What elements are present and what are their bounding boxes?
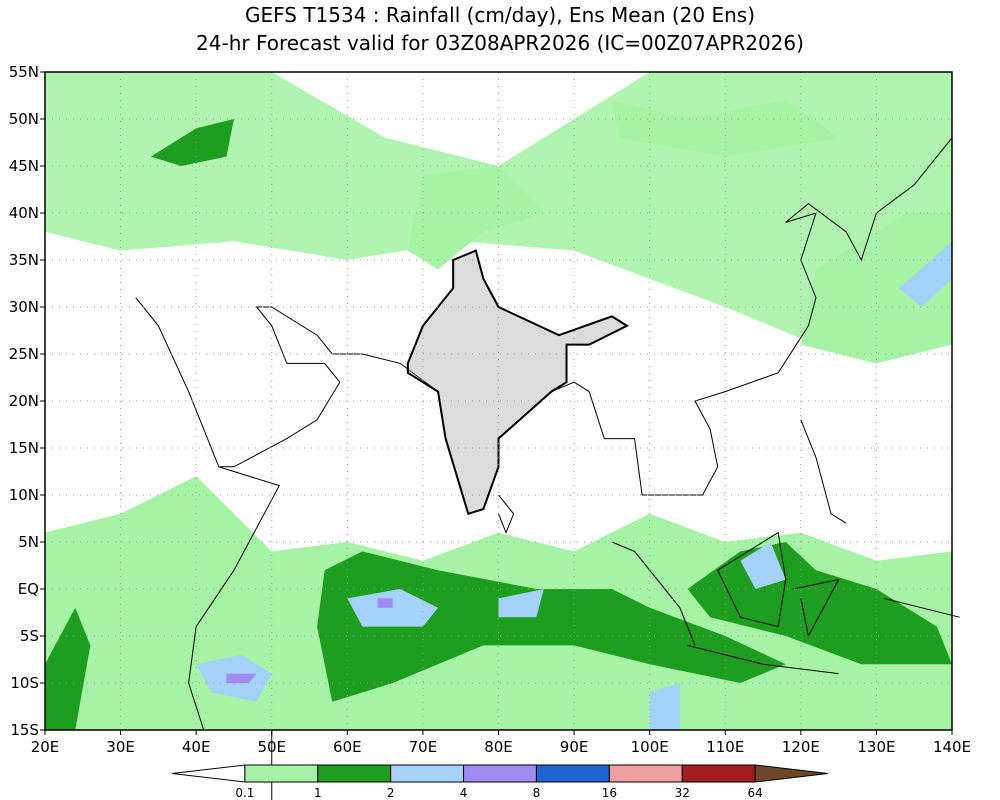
lat-label: 50N [9, 110, 39, 128]
lon-label: 80E [484, 738, 513, 756]
lon-label: 130E [857, 738, 895, 756]
rain-heavy [740, 542, 786, 589]
colorbar-arrow [754, 764, 829, 783]
lat-label: 15N [9, 439, 39, 457]
lon-label: 100E [631, 738, 669, 756]
colorbar-label: 32 [675, 786, 690, 800]
coastline [611, 541, 696, 646]
rain-heavy [498, 589, 544, 618]
lat-label: 5N [18, 533, 39, 551]
coastline [218, 137, 953, 515]
lat-label: 20N [9, 392, 39, 410]
coastline [135, 297, 281, 731]
lon-label: 90E [560, 738, 589, 756]
lat-label: 30N [9, 298, 39, 316]
rain-light [800, 213, 952, 364]
colorbar-label: 8 [533, 786, 541, 800]
colorbar-segment [681, 764, 756, 783]
colorbar: 0.1 1 2 4 8 16 32 64 [171, 764, 829, 800]
colorbar-segment [608, 764, 683, 783]
colorbar-label: 64 [747, 786, 762, 800]
colorbar-label: 1 [314, 786, 322, 800]
lat-label: 10N [9, 486, 39, 504]
lon-label: 50E [257, 738, 286, 756]
colorbar-label: 16 [602, 786, 617, 800]
lon-label: 40E [182, 738, 211, 756]
colorbar-label: 0.1 [235, 786, 254, 800]
colorbar-segment [535, 764, 610, 783]
coastline [800, 419, 847, 524]
lat-label: 25N [9, 345, 39, 363]
rain-moderate [150, 119, 234, 166]
coastline [717, 531, 787, 628]
lat-label: EQ [18, 580, 39, 598]
lat-label: 45N [9, 157, 39, 175]
colorbar-label: 2 [387, 786, 395, 800]
colorbar-segment [244, 764, 319, 783]
colorbar-segment [463, 764, 537, 783]
rain-moderate [45, 607, 91, 730]
rain-moderate [317, 551, 786, 702]
colorbar-segment [390, 764, 465, 783]
lon-label: 60E [333, 738, 362, 756]
lat-label: 40N [9, 204, 39, 222]
lon-label: 70E [409, 738, 438, 756]
colorbar-arrow [171, 764, 246, 783]
lat-label: 55N [9, 63, 39, 81]
title: GEFS T1534 : Rainfall (cm/day), Ens Mean… [245, 3, 755, 27]
rain-heavy [899, 241, 952, 307]
plot-frame [44, 71, 953, 731]
colorbar-segment [317, 764, 392, 783]
coastline [687, 644, 839, 675]
lat-label: 5S [20, 627, 39, 645]
rain-heavy [347, 589, 439, 627]
lon-label: 30E [106, 738, 135, 756]
lat-label: 15S [10, 721, 39, 739]
colorbar-label: 4 [460, 786, 468, 800]
lat-label: 35N [9, 251, 39, 269]
lon-label: 120E [782, 738, 820, 756]
subtitle: 24-hr Forecast valid for 03Z08APR2026 (I… [196, 31, 804, 55]
rain-heavy [649, 683, 680, 730]
lon-label: 20E [31, 738, 60, 756]
lon-label: 140E [933, 738, 971, 756]
rain-very-heavy [377, 598, 393, 608]
lon-label: 110E [706, 738, 744, 756]
rain-very-heavy [226, 673, 257, 683]
coastline [498, 494, 515, 534]
india-outline [406, 249, 630, 516]
lat-label: 10S [10, 674, 39, 692]
coastline [793, 578, 840, 638]
plot-area: 55N 50N 45N 40N 35N 30N 25N 20N 15N 10N 5N EQ 5S 10S 1… [9, 63, 971, 800]
coastline [883, 597, 960, 618]
rain-light [407, 166, 544, 270]
